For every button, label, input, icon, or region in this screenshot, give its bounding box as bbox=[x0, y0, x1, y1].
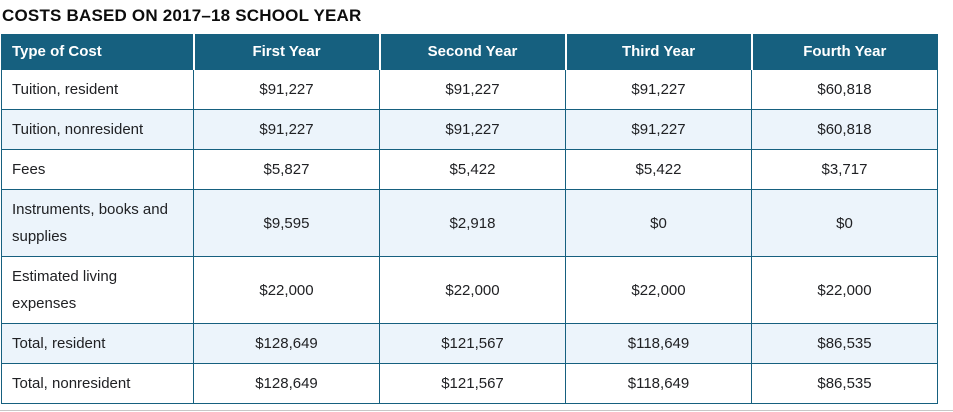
cell-value: $0 bbox=[751, 189, 938, 257]
row-label: Tuition, nonresident bbox=[1, 109, 194, 150]
row-label: Instruments, books and supplies bbox=[1, 189, 194, 257]
row-label: Total, nonresident bbox=[1, 363, 194, 404]
column-header-third-year: Third Year bbox=[564, 34, 752, 70]
row-label: Estimated living expenses bbox=[1, 256, 194, 324]
cell-value: $121,567 bbox=[379, 363, 566, 404]
cell-value: $91,227 bbox=[565, 69, 752, 110]
cell-value: $3,717 bbox=[751, 149, 938, 190]
table-row-tuition-nonresident: Tuition, nonresident $91,227 $91,227 $91… bbox=[1, 109, 938, 150]
cell-value: $5,827 bbox=[193, 149, 380, 190]
row-label: Fees bbox=[1, 149, 194, 190]
row-label: Tuition, resident bbox=[1, 69, 194, 110]
column-header-first-year: First Year bbox=[192, 34, 380, 70]
table-row-estimated-living-expenses: Estimated living expenses $22,000 $22,00… bbox=[1, 256, 938, 324]
table-row-instruments-books-supplies: Instruments, books and supplies $9,595 $… bbox=[1, 189, 938, 257]
column-header-second-year: Second Year bbox=[378, 34, 566, 70]
cell-value: $9,595 bbox=[193, 189, 380, 257]
table-row-fees: Fees $5,827 $5,422 $5,422 $3,717 bbox=[1, 149, 938, 190]
cell-value: $86,535 bbox=[751, 323, 938, 364]
cell-value: $118,649 bbox=[565, 323, 752, 364]
cell-value: $128,649 bbox=[193, 323, 380, 364]
column-header-type-of-cost: Type of Cost bbox=[1, 34, 194, 70]
cell-value: $5,422 bbox=[565, 149, 752, 190]
cell-value: $2,918 bbox=[379, 189, 566, 257]
cell-value: $91,227 bbox=[193, 69, 380, 110]
cell-value: $91,227 bbox=[379, 109, 566, 150]
cell-value: $91,227 bbox=[379, 69, 566, 110]
cell-value: $0 bbox=[565, 189, 752, 257]
table-row-total-resident: Total, resident $128,649 $121,567 $118,6… bbox=[1, 323, 938, 364]
cell-value: $91,227 bbox=[565, 109, 752, 150]
cell-value: $121,567 bbox=[379, 323, 566, 364]
cell-value: $91,227 bbox=[193, 109, 380, 150]
column-header-fourth-year: Fourth Year bbox=[750, 34, 938, 70]
cell-value: $22,000 bbox=[751, 256, 938, 324]
cell-value: $86,535 bbox=[751, 363, 938, 404]
cell-value: $22,000 bbox=[379, 256, 566, 324]
bottom-divider bbox=[0, 410, 953, 411]
row-label: Total, resident bbox=[1, 323, 194, 364]
cell-value: $128,649 bbox=[193, 363, 380, 404]
page-title: COSTS BASED ON 2017–18 SCHOOL YEAR bbox=[2, 6, 362, 25]
costs-table: Type of Cost First Year Second Year Thir… bbox=[1, 34, 938, 404]
table-row-total-nonresident: Total, nonresident $128,649 $121,567 $11… bbox=[1, 363, 938, 404]
table-row-tuition-resident: Tuition, resident $91,227 $91,227 $91,22… bbox=[1, 69, 938, 110]
cell-value: $22,000 bbox=[193, 256, 380, 324]
header-row: Type of Cost First Year Second Year Thir… bbox=[1, 34, 938, 70]
cell-value: $5,422 bbox=[379, 149, 566, 190]
cell-value: $60,818 bbox=[751, 69, 938, 110]
cell-value: $118,649 bbox=[565, 363, 752, 404]
cell-value: $60,818 bbox=[751, 109, 938, 150]
cell-value: $22,000 bbox=[565, 256, 752, 324]
